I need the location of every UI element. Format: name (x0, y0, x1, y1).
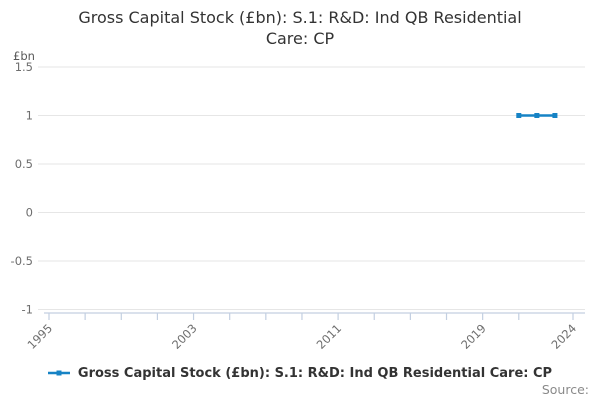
y-tick-label: 1 (26, 109, 33, 123)
y-axis-unit-label: £bn (13, 49, 35, 63)
series-point-marker[interactable] (552, 113, 558, 118)
chart-title: Gross Capital Stock (£bn): S.1: R&D: Ind… (0, 7, 600, 49)
y-tick-label: -0.5 (11, 254, 33, 268)
legend-line-marker-icon (47, 370, 70, 376)
y-tick-label: 0.5 (15, 157, 33, 171)
x-tick-label: 2003 (169, 321, 200, 352)
series-point-marker[interactable] (534, 113, 540, 118)
x-tick-label: 2011 (314, 321, 345, 352)
y-tick-label: -1 (22, 303, 33, 317)
series-point-marker[interactable] (516, 113, 522, 118)
y-tick-label: 0 (26, 206, 33, 220)
x-tick-label: 2024 (549, 321, 580, 352)
legend-item-label: Gross Capital Stock (£bn): S.1: R&D: Ind… (77, 365, 553, 381)
x-tick-label: 2019 (458, 321, 489, 352)
chart-title-line-2: Care: CP (265, 29, 335, 49)
y-tick-label: 1.5 (15, 60, 33, 74)
chart-title-line-1: Gross Capital Stock (£bn): S.1: R&D: Ind… (78, 8, 522, 27)
source-note: Source: (541, 382, 589, 397)
x-tick-label: 1995 (25, 321, 56, 352)
legend-item[interactable]: Gross Capital Stock (£bn): S.1: R&D: Ind… (47, 365, 553, 381)
legend: Gross Capital Stock (£bn): S.1: R&D: Ind… (0, 364, 600, 382)
